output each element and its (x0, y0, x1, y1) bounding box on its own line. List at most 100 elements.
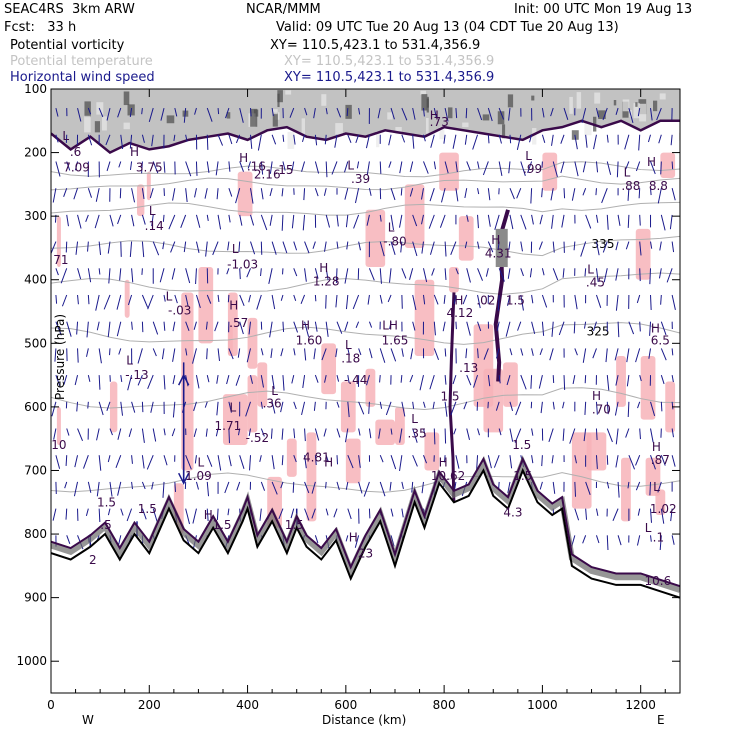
pv-shade-cell (345, 104, 352, 119)
endpoint-left: W (82, 713, 94, 727)
wind-arrow (86, 348, 89, 357)
cloud-streak (645, 457, 661, 496)
wind-arrow (118, 348, 122, 355)
wind-arrow (314, 428, 320, 441)
pv-label: 1.5 (506, 294, 525, 308)
cloud-streak (237, 171, 253, 217)
pv-label: H (592, 389, 601, 403)
wind-arrow (439, 214, 446, 228)
wind-arrow (107, 321, 111, 338)
wind-arrow (606, 535, 609, 551)
wind-arrow (585, 214, 592, 229)
wind-arrow (314, 455, 317, 466)
wind-arrow (650, 535, 652, 542)
pv-label: 1.60 (296, 334, 323, 348)
pv-label: 1.28 (313, 274, 340, 288)
wind-arrow (346, 108, 349, 117)
cloud-streak (621, 457, 631, 522)
wind-arrow (293, 401, 297, 410)
pv-label: H (491, 233, 500, 247)
pv-shade-cell (426, 96, 429, 108)
wind-arrow (55, 134, 59, 143)
wind-arrow (516, 187, 522, 199)
wind-arrow (313, 107, 316, 119)
wind-arrow (87, 294, 90, 305)
wind-arrow (379, 214, 382, 222)
valid-time: Valid: 09 UTC Tue 20 Aug 13 (04 CDT Tue … (276, 20, 619, 35)
wind-arrow (637, 401, 641, 409)
wind-arrow (574, 481, 577, 497)
theta-contour (51, 175, 680, 191)
y-tick-label: 700 (24, 463, 47, 477)
wind-arrow (260, 214, 268, 231)
wind-arrow (106, 107, 111, 121)
wind-arrow (212, 241, 219, 256)
wind-arrow (336, 321, 343, 334)
wind-arrow (117, 107, 122, 118)
wind-arrow (464, 134, 468, 145)
cloud-streak (247, 317, 258, 369)
pv-label: L (229, 400, 236, 414)
pv-shade-cell (395, 127, 402, 135)
wind-arrow (260, 348, 264, 356)
pv-shade-cell (421, 94, 428, 111)
wind-arrow (239, 161, 244, 172)
pv-label: L (271, 384, 278, 398)
wind-arrow (77, 214, 82, 229)
wind-arrow (617, 535, 622, 546)
cloud-streak (56, 406, 61, 446)
wind-arrow (505, 321, 511, 337)
wind-arrow (336, 401, 340, 408)
wind-arrow (660, 321, 667, 336)
wind-arrow (358, 348, 362, 356)
pv-shade-cell (287, 131, 295, 149)
wind-arrow (399, 428, 403, 443)
wind-arrow (412, 107, 416, 120)
wind-arrow (659, 535, 662, 551)
wind-arrow (95, 294, 100, 311)
theta-contour-label: 335 (592, 237, 615, 251)
wind-arrow (141, 508, 147, 520)
wind-arrow (582, 348, 587, 363)
wind-arrow (269, 188, 273, 197)
wind-arrow (271, 455, 275, 470)
wind-arrow (487, 214, 491, 227)
wind-arrow (304, 268, 307, 282)
wind-arrow (509, 134, 512, 144)
pv-shade-cell (598, 110, 606, 119)
wind-arrow (98, 241, 102, 255)
wind-arrow (282, 134, 285, 142)
wind-arrow (195, 268, 197, 285)
field-label-pv: Potential vorticity (10, 38, 125, 53)
wind-arrow (280, 481, 284, 489)
wind-arrow (293, 321, 299, 333)
wind-arrow (206, 294, 212, 304)
wind-arrow (509, 455, 513, 469)
wind-arrow (151, 481, 154, 490)
wind-arrow (465, 108, 468, 119)
wind-arrow (388, 268, 392, 283)
cloud-streak (616, 356, 626, 407)
wind-arrow (635, 348, 641, 363)
pv-shade-cell (272, 109, 278, 115)
pv-label: L (62, 129, 69, 143)
wind-arrow (606, 375, 610, 391)
pv-shade-cell (653, 100, 658, 112)
cloud-streak (124, 279, 130, 318)
wind-arrow (336, 374, 340, 382)
wind-arrow (228, 455, 232, 467)
wind-arrow (75, 241, 79, 255)
pv-label: H (439, 456, 448, 470)
wind-arrow (174, 294, 178, 304)
wind-arrow (347, 348, 350, 356)
wind-arrow (389, 481, 392, 491)
wind-arrow (379, 348, 386, 363)
wind-arrow (650, 108, 653, 121)
wind-arrow (235, 188, 241, 204)
pv-label: .02 (476, 294, 495, 308)
wind-arrow (450, 401, 457, 416)
wind-arrow (87, 188, 93, 198)
cloud-streak (503, 362, 518, 407)
wind-arrow (87, 374, 91, 382)
wind-arrow (161, 348, 165, 360)
